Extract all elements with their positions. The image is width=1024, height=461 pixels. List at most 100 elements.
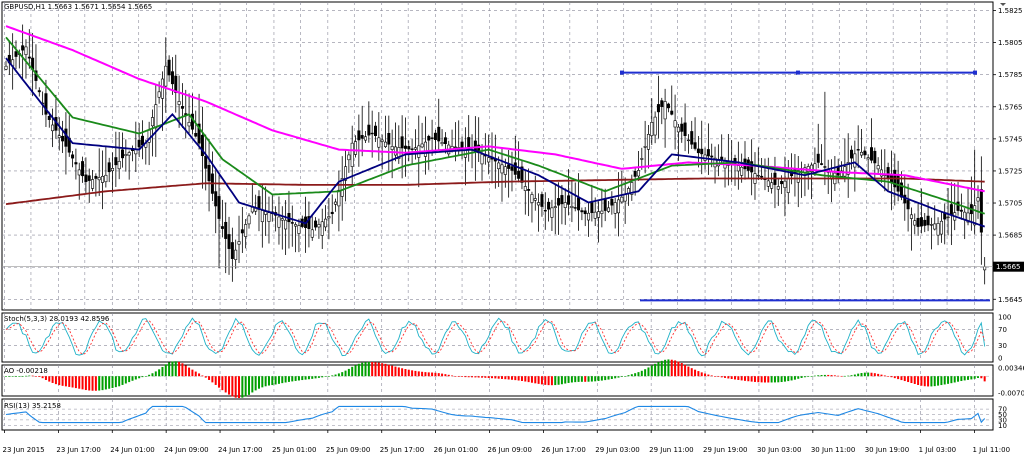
trendline-handle[interactable] [796,71,800,75]
ao-bar [671,360,673,376]
bear-candle-body [780,181,782,184]
ao-bar [384,364,386,376]
bull-candle-body [571,206,573,207]
time-axis-label: 24 Jun 01:00 [110,446,154,454]
bull-candle-body [391,146,393,149]
ao-bar [318,376,320,378]
ao-bar [551,376,553,385]
bull-candle-body [487,158,489,162]
bear-candle-body [428,136,430,140]
ao-bar [211,376,213,382]
time-axis-label: 26 Jun 17:00 [541,446,585,454]
ao-bar [141,376,143,377]
ao-bar [704,374,706,377]
ao-bar [135,376,137,379]
ao-bar [15,376,17,377]
bull-candle-body [165,66,167,86]
ao-bar [444,374,446,376]
trendline-handle[interactable] [973,71,977,75]
ao-bar [917,376,919,385]
bull-candle-body [284,220,286,229]
ao-bar [358,364,360,376]
ao-bar [664,360,666,376]
bear-candle-body [61,136,63,141]
price-axis-label: 1.5765 [998,103,1023,111]
ao-bar [501,376,503,379]
chart-shift-icon[interactable] [1000,3,1006,6]
ao-bar [554,376,556,385]
ao-bar [731,376,733,379]
ao-bar [18,376,20,377]
bear-candle-body [368,125,370,135]
ao-bar [930,376,932,386]
ao-bar [391,366,393,377]
ao-bar [481,376,483,377]
ao-bar [651,366,653,377]
bear-candle-body [444,138,446,144]
ao-bar [940,376,942,385]
ao-bar [431,373,433,377]
bull-candle-body [554,207,556,208]
time-axis-label: 29 Jun 11:00 [649,446,693,454]
ao-bar [165,364,167,376]
bear-candle-body [927,216,929,225]
bull-candle-body [601,211,603,213]
ao-bar [741,376,743,380]
ao-bar [321,376,323,377]
bull-candle-body [854,154,856,167]
ao-bar [82,376,84,389]
ao-bar [205,376,207,377]
bull-candle-body [151,118,153,126]
bull-candle-body [687,140,689,141]
bull-candle-body [501,165,503,173]
ao-bar [494,376,496,378]
stoch-axis-label: 70 [998,326,1007,334]
bull-candle-body [128,153,130,156]
ao-bar [847,376,849,377]
ao-bar [58,376,60,385]
ao-bar [637,372,639,376]
ao-bar [108,376,110,389]
ao-bar [181,363,183,376]
ao-bar [155,371,157,376]
bear-candle-body [371,133,373,134]
bear-candle-body [314,221,316,227]
ao-bar [278,376,280,384]
ao-bar [864,373,866,377]
bull-candle-body [594,212,596,218]
bull-candle-body [641,158,643,159]
ao-bar [824,375,826,376]
ao-bar [218,376,220,387]
time-axis-label: 1 Jul 11:00 [973,446,1011,454]
bull-candle-body [607,208,609,212]
ao-bar [478,376,480,377]
time-axis-label: 25 Jun 01:00 [272,446,316,454]
ao-bar [168,362,170,376]
ao-bar [281,376,283,383]
grid [2,2,993,430]
bull-candle-body [654,117,656,135]
ao-bar [900,376,902,380]
bull-candle-body [647,134,649,149]
bear-candle-body [527,189,529,190]
ao-bar [654,364,656,376]
bear-candle-body [438,127,440,141]
trendline-handle[interactable] [620,71,624,75]
ao-bar [191,370,193,377]
ao-bar [974,376,976,379]
ao-bar [248,376,250,395]
bear-candle-body [671,111,673,114]
bear-candle-body [115,158,117,165]
ao-bar [944,376,946,384]
ao-bar [228,376,230,394]
ao-bar [98,376,100,390]
ao-bar [511,376,513,380]
bull-candle-body [394,147,396,155]
ao-bar [598,376,600,381]
bull-candle-body [621,197,623,202]
bull-candle-body [737,166,739,171]
price-axis-label: 1.5705 [998,200,1023,208]
ao-bar [861,373,863,376]
